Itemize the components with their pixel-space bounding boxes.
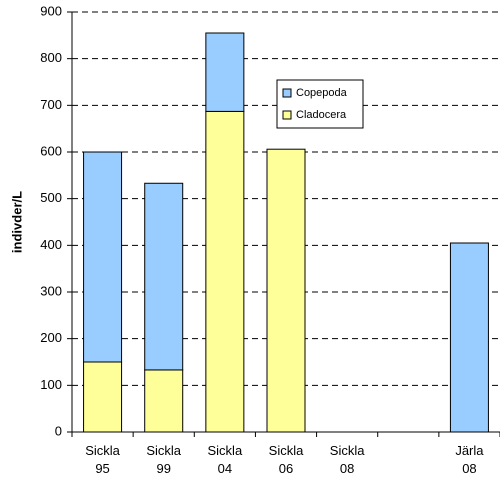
legend-label: Copepoda	[296, 87, 348, 99]
legend-swatch	[282, 88, 292, 98]
y-tick-label: 900	[40, 3, 62, 18]
x-tick-label: Sickla 08	[330, 443, 365, 476]
bar-segment	[144, 182, 184, 371]
y-tick-label: 400	[40, 237, 62, 252]
y-tick-label: 800	[40, 50, 62, 65]
y-tick-label: 100	[40, 377, 62, 392]
legend-swatch	[282, 110, 292, 120]
y-tick-label: 500	[40, 190, 62, 205]
bar-segment	[83, 151, 123, 363]
legend-label: Cladocera	[296, 109, 347, 121]
bar-segment	[449, 242, 489, 433]
legend-box	[276, 79, 364, 129]
x-tick-label: Sickla 99	[146, 443, 181, 476]
bar-segment	[205, 110, 245, 433]
bar-segment	[266, 148, 306, 433]
y-tick-label: 700	[40, 97, 62, 112]
y-axis-label: indivder/L	[9, 191, 24, 253]
y-tick-label: 0	[55, 423, 62, 438]
x-tick-label: Sickla 06	[269, 443, 304, 476]
bar-segment	[144, 369, 184, 433]
y-tick-label: 600	[40, 143, 62, 158]
bar-segment	[83, 361, 123, 433]
y-tick-label: 300	[40, 283, 62, 298]
x-tick-label: Järla 08	[455, 443, 484, 476]
x-tick-label: Sickla 95	[85, 443, 120, 476]
x-tick-label: Sickla 04	[208, 443, 243, 476]
y-tick-label: 200	[40, 330, 62, 345]
bar-segment	[205, 32, 245, 112]
